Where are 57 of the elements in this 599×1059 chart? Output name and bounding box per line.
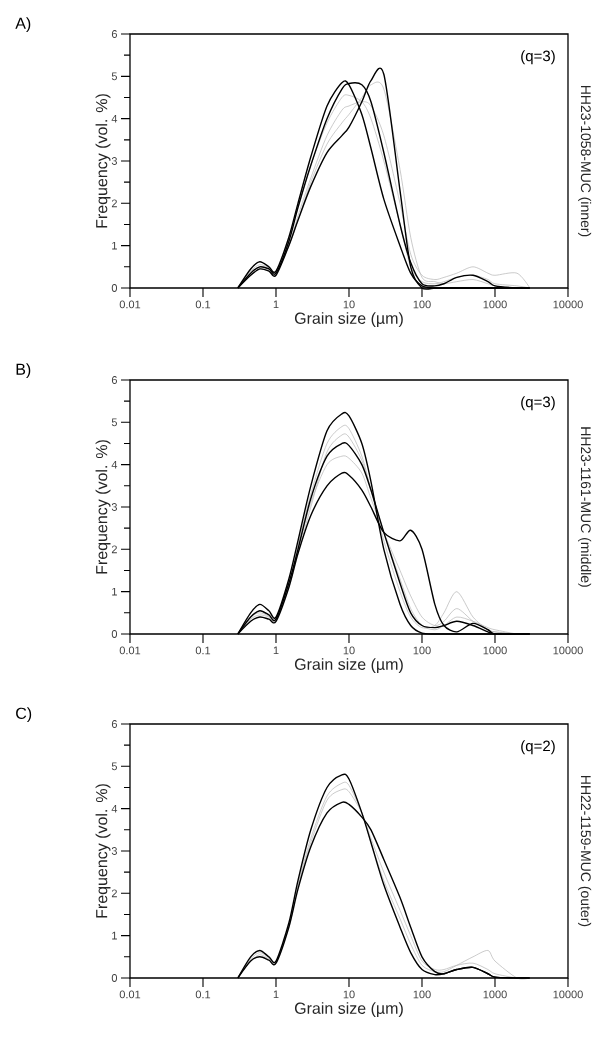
y-tick-label: 2: [111, 889, 117, 898]
x-tick-label: 0.01: [119, 990, 141, 999]
x-tick-label: 100: [413, 646, 431, 655]
x-tick-label: 0.01: [119, 300, 141, 309]
text: HH23-1058-MUC (inner): [578, 85, 592, 237]
y-axis-title: Frequency (vol. %): [95, 784, 111, 918]
chart-title: C): [16, 707, 32, 723]
x-tick-label: 10000: [553, 300, 583, 309]
y-axis-title: Frequency (vol. %): [95, 440, 111, 574]
y-tick-label: 0: [111, 284, 118, 292]
chart-title: A): [15, 17, 31, 33]
x-tick-label: 0.01: [119, 646, 141, 655]
y-tick-label: 2: [111, 199, 117, 208]
y-tick-label: 4: [111, 460, 118, 469]
x-axis-title: Grain size (µm): [294, 658, 403, 674]
y-tick-label: 2: [111, 545, 117, 554]
y-tick-label: 6: [111, 376, 117, 384]
text: HH23-1161-MUC (middle): [578, 427, 592, 587]
y-tick-label: 0: [111, 630, 118, 638]
x-tick-label: 1000: [483, 990, 507, 999]
x-tick-label: 10000: [553, 990, 583, 999]
x-axis-title: Grain size (µm): [294, 312, 403, 328]
y-tick-label: 3: [111, 503, 117, 511]
x-tick-label: 100: [413, 990, 431, 999]
x-tick-label: 1000: [483, 300, 507, 309]
y-tick-label: 4: [111, 804, 118, 813]
y-tick-label: 5: [111, 762, 117, 771]
y-tick-label: 1: [112, 587, 117, 596]
y-tick-label: 6: [111, 720, 117, 728]
y-tick-label: 4: [111, 114, 118, 123]
x-tick-label: 10000: [553, 646, 583, 655]
y-tick-label: 1: [112, 241, 117, 250]
x-tick-label: 0.1: [195, 646, 211, 655]
y-tick-label: 5: [111, 418, 117, 427]
x-tick-label: 0.1: [195, 990, 211, 999]
y-tick-label: 5: [111, 72, 117, 81]
x-tick-label: 1: [273, 990, 279, 999]
annotation: (q=2): [521, 740, 555, 755]
text: HH22-1159-MUC (outer): [578, 776, 592, 927]
x-tick-label: 1: [273, 300, 279, 309]
y-tick-label: 3: [111, 847, 117, 855]
x-axis-title: Grain size (µm): [294, 1002, 403, 1018]
x-tick-label: 1: [273, 646, 279, 655]
x-tick-label: 10: [343, 990, 355, 999]
y-tick-label: 6: [111, 30, 117, 38]
x-tick-label: 10: [343, 646, 355, 655]
x-tick-label: 0.1: [195, 300, 211, 309]
annotation: (q=3): [521, 50, 555, 65]
y-tick-label: 1: [112, 931, 117, 940]
annotation: (q=3): [521, 396, 555, 411]
chart-title: B): [16, 363, 31, 379]
y-tick-label: 0: [111, 974, 118, 982]
x-tick-label: 1000: [483, 646, 507, 655]
y-tick-label: 3: [111, 157, 117, 165]
y-axis-title: Frequency (vol. %): [95, 94, 111, 228]
x-tick-label: 100: [413, 300, 431, 309]
x-tick-label: 10: [343, 300, 355, 309]
